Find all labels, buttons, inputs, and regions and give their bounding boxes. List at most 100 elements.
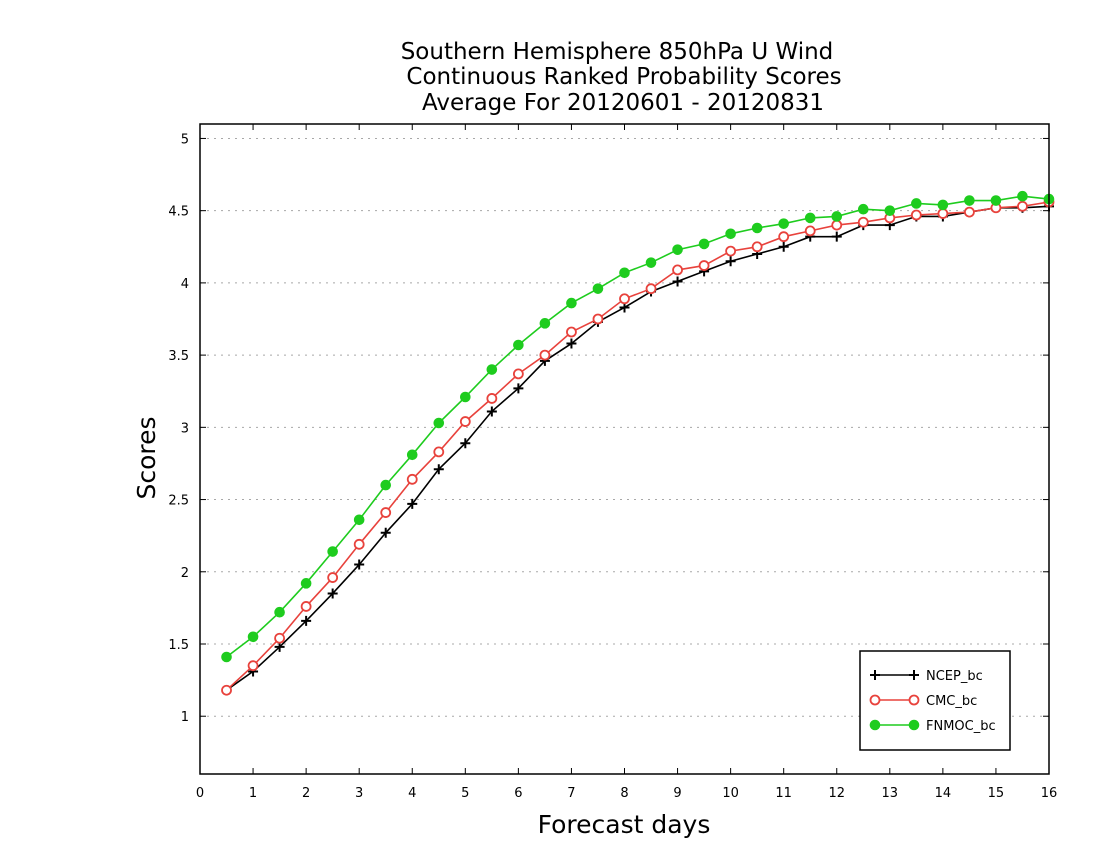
data-point-fnmoc-bc <box>751 222 763 234</box>
x-tick-label: 14 <box>935 786 952 801</box>
data-point-ncep-bc <box>725 256 736 267</box>
x-tick-label: 12 <box>828 786 845 801</box>
legend-label: NCEP_bc <box>926 669 983 684</box>
x-tick-label: 15 <box>988 786 1005 801</box>
data-point-ncep-bc <box>672 276 683 287</box>
series-line-fnmoc-bc <box>226 195 1050 658</box>
data-point-cmc-bc <box>1017 200 1028 212</box>
data-point-ncep-bc <box>513 383 524 394</box>
data-point-cmc-bc <box>221 684 232 696</box>
data-point-cmc-bc <box>592 313 604 325</box>
data-point-ncep-bc <box>460 438 471 449</box>
x-tick-label: 3 <box>355 786 363 801</box>
x-axis: 0 1 2 3 4 5 6 7 8 9 10 11 12 13 14 15 16 <box>196 124 1057 801</box>
data-point-fnmoc-bc <box>274 606 285 618</box>
data-point-fnmoc-bc <box>937 199 949 211</box>
x-tick-label: 8 <box>620 786 628 801</box>
y-tick-label: 4 <box>181 277 189 292</box>
data-point-cmc-bc <box>380 507 392 518</box>
series-ncep-bc <box>221 201 1054 696</box>
y-axis: 1 1.5 2 2.5 3 3.5 4 4.5 5 <box>168 132 1049 725</box>
y-tick-label: 1.5 <box>168 638 189 653</box>
data-point-fnmoc-bc <box>247 631 259 643</box>
data-point-ncep-bc <box>831 231 842 242</box>
x-tick-label: 0 <box>196 786 204 801</box>
data-point-cmc-bc <box>645 283 657 295</box>
data-point-cmc-bc <box>353 538 365 550</box>
series-line-cmc-bc <box>225 201 1050 691</box>
data-point-cmc-bc <box>672 264 683 276</box>
data-point-cmc-bc <box>300 601 312 612</box>
y-tick-label: 4.5 <box>168 205 189 220</box>
data-point-cmc-bc <box>566 326 577 338</box>
x-tick-label: 9 <box>673 786 681 801</box>
data-point-cmc-bc <box>459 416 471 427</box>
legend-marker <box>870 670 880 680</box>
data-point-fnmoc-bc <box>539 318 551 329</box>
data-point-ncep-bc <box>433 464 444 475</box>
data-point-fnmoc-bc <box>778 218 789 229</box>
data-point-fnmoc-bc <box>884 205 896 216</box>
series-layer <box>221 190 1055 696</box>
data-point-cmc-bc <box>406 473 418 485</box>
y-tick-label: 3 <box>181 421 189 436</box>
data-point-fnmoc-bc <box>221 651 232 663</box>
chart-title-line-3: Average For 20120601 - 20120831 <box>422 90 824 116</box>
x-tick-label: 4 <box>408 786 416 801</box>
series-line-ncep-bc <box>226 205 1050 691</box>
x-tick-label: 1 <box>249 786 257 801</box>
data-point-cmc-bc <box>751 241 763 253</box>
legend: NCEP_bc CMC_bc FNMOC_bc <box>859 650 1011 751</box>
data-point-cmc-bc <box>937 208 949 219</box>
data-point-fnmoc-bc <box>645 257 657 268</box>
data-point-ncep-bc <box>566 338 577 349</box>
data-point-ncep-bc <box>778 241 789 252</box>
data-point-ncep-bc <box>486 406 497 417</box>
chart-title: Southern Hemisphere 850hPa U Wind Contin… <box>401 39 842 116</box>
data-point-fnmoc-bc <box>698 238 710 250</box>
data-point-cmc-bc <box>274 632 285 644</box>
legend-marker <box>869 719 881 731</box>
x-tick-label: 7 <box>567 786 575 801</box>
legend-marker <box>909 670 919 680</box>
data-point-cmc-bc <box>831 219 843 231</box>
data-point-cmc-bc <box>512 368 524 380</box>
x-tick-label: 2 <box>302 786 310 801</box>
y-tick-label: 5 <box>181 132 189 147</box>
data-point-fnmoc-bc <box>327 546 338 557</box>
data-point-fnmoc-bc <box>566 297 577 309</box>
data-point-cmc-bc <box>857 216 869 228</box>
data-point-fnmoc-bc <box>380 479 392 491</box>
data-point-fnmoc-bc <box>911 198 922 209</box>
x-tick-label: 11 <box>775 786 792 801</box>
data-point-fnmoc-bc <box>300 578 312 589</box>
data-point-ncep-bc <box>301 615 312 626</box>
x-axis-title: Forecast days <box>538 810 711 839</box>
data-point-fnmoc-bc <box>857 203 869 215</box>
data-point-fnmoc-bc <box>619 267 630 279</box>
x-tick-label: 6 <box>514 786 522 801</box>
y-axis-title: Scores <box>132 416 161 499</box>
chart-title-line-2: Continuous Ranked Probability Scores <box>406 64 841 90</box>
data-point-cmc-bc <box>910 209 922 221</box>
y-tick-label: 2 <box>181 566 189 581</box>
data-point-fnmoc-bc <box>353 514 365 526</box>
data-point-cmc-bc <box>804 225 816 237</box>
y-tick-label: 3.5 <box>168 349 189 364</box>
data-point-fnmoc-bc <box>513 339 524 351</box>
data-point-cmc-bc <box>327 572 339 583</box>
data-point-cmc-bc <box>433 446 445 458</box>
data-point-fnmoc-bc <box>964 195 975 206</box>
legend-label: FNMOC_bc <box>926 719 996 734</box>
data-point-fnmoc-bc <box>672 244 683 255</box>
legend-marker <box>908 694 920 706</box>
data-point-fnmoc-bc <box>1017 190 1028 202</box>
legend-item-ncep-bc: NCEP_bc <box>870 669 983 684</box>
data-point-ncep-bc <box>327 588 338 599</box>
legend-item-cmc-bc: CMC_bc <box>869 694 977 709</box>
data-point-ncep-bc <box>380 527 391 538</box>
legend-marker <box>908 719 920 731</box>
data-point-fnmoc-bc <box>433 417 445 429</box>
x-tick-label: 5 <box>461 786 469 801</box>
